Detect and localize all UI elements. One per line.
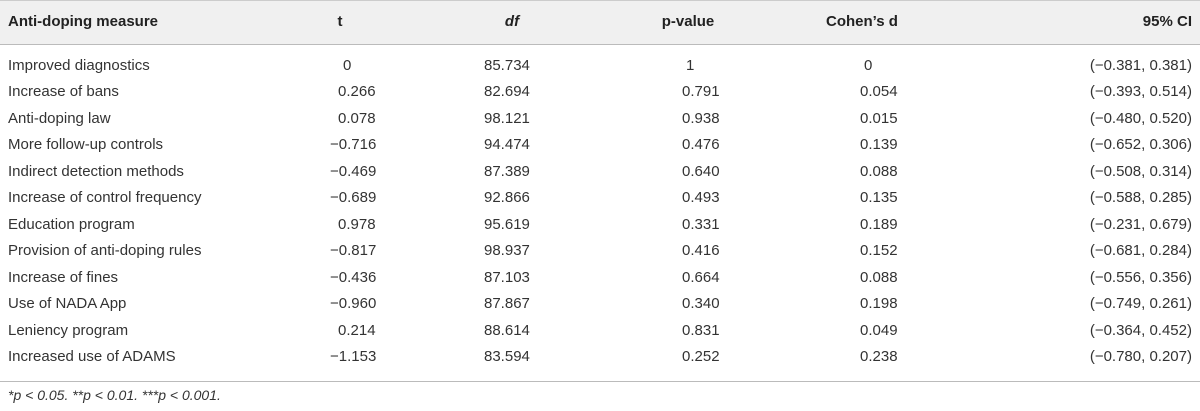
header-background bbox=[0, 0, 1200, 45]
column-header: Cohen’s d bbox=[826, 13, 898, 30]
bottom-rule bbox=[0, 381, 1200, 382]
cell-value: 0.938 bbox=[682, 109, 720, 127]
cell-value: (−0.364, 0.452) bbox=[1089, 321, 1192, 339]
cell-value: 98.937 bbox=[484, 242, 530, 260]
cell-value: (−0.681, 0.284) bbox=[1089, 242, 1192, 260]
cell-value: 1 bbox=[686, 57, 695, 74]
cell-value: 0.015 bbox=[860, 109, 898, 127]
cell-value: (−0.393, 0.514) bbox=[1089, 83, 1192, 101]
cell-value: 87.867 bbox=[484, 295, 530, 313]
cell-value: 0.252 bbox=[682, 347, 720, 365]
cell-value: (−0.652, 0.306) bbox=[1089, 136, 1192, 154]
cell-value: 0.266 bbox=[338, 83, 376, 101]
row-label: Leniency program bbox=[8, 321, 129, 339]
cell-value: 0.476 bbox=[682, 136, 720, 154]
column-header: Anti-doping measure bbox=[8, 13, 159, 30]
cell-value: −0.469 bbox=[330, 162, 377, 180]
cell-value: 88.614 bbox=[484, 321, 530, 339]
cell-value: 0.340 bbox=[682, 295, 720, 313]
cell-value: 92.866 bbox=[484, 189, 530, 207]
cell-value: 0.331 bbox=[682, 215, 720, 233]
cell-value: (−0.749, 0.261) bbox=[1089, 295, 1192, 313]
row-label: Anti-doping law bbox=[8, 109, 111, 127]
cell-value: 0 bbox=[864, 57, 873, 74]
cell-value: −0.960 bbox=[330, 295, 377, 313]
row-label: Use of NADA App bbox=[8, 295, 127, 313]
row-label: Improved diagnostics bbox=[8, 57, 150, 74]
row-label: More follow-up controls bbox=[8, 136, 164, 154]
cell-value: 98.121 bbox=[484, 109, 530, 127]
cell-value: −0.689 bbox=[330, 189, 377, 207]
cell-value: 0.189 bbox=[860, 215, 898, 233]
cell-value: (−0.231, 0.679) bbox=[1089, 215, 1192, 233]
cell-value: 83.594 bbox=[484, 347, 530, 365]
row-label: Increase of control frequency bbox=[8, 189, 202, 207]
cell-value: 0.088 bbox=[860, 162, 898, 180]
cell-value: 94.474 bbox=[484, 136, 530, 154]
cell-value: 0.078 bbox=[338, 109, 376, 127]
cell-value: −1.153 bbox=[330, 347, 377, 365]
column-header: 95% CI bbox=[1142, 13, 1192, 30]
cell-value: (−0.588, 0.285) bbox=[1089, 189, 1192, 207]
cell-value: −0.817 bbox=[330, 242, 377, 260]
cell-value: 0.049 bbox=[860, 321, 898, 339]
cell-value: 0.238 bbox=[860, 347, 898, 365]
column-header: df bbox=[504, 13, 520, 30]
cell-value: 82.694 bbox=[484, 83, 530, 101]
cell-value: 95.619 bbox=[484, 215, 530, 233]
cell-value: 0.978 bbox=[338, 215, 376, 233]
column-header: t bbox=[337, 13, 343, 30]
row-label: Education program bbox=[8, 215, 135, 233]
cell-value: (−0.556, 0.356) bbox=[1089, 268, 1192, 286]
cell-value: 0.214 bbox=[338, 321, 376, 339]
cell-value: 0.152 bbox=[860, 242, 898, 260]
cell-value: 0.493 bbox=[682, 189, 720, 207]
cell-value: 0.135 bbox=[860, 189, 898, 207]
cell-value: 0.198 bbox=[860, 295, 898, 313]
cell-value: (−0.480, 0.520) bbox=[1089, 109, 1192, 127]
cell-value: 87.389 bbox=[484, 162, 530, 180]
cell-value: 0.088 bbox=[860, 268, 898, 286]
row-label: Increase of fines bbox=[8, 268, 119, 286]
column-header: p-value bbox=[661, 13, 715, 30]
cell-value: −0.716 bbox=[330, 136, 377, 154]
cell-value: 0.831 bbox=[682, 321, 720, 339]
cell-value: (−0.508, 0.314) bbox=[1089, 162, 1192, 180]
cell-value: 0.664 bbox=[682, 268, 720, 286]
cell-value: (−0.780, 0.207) bbox=[1089, 347, 1192, 365]
cell-value: 87.103 bbox=[484, 268, 530, 286]
cell-value: 0 bbox=[343, 57, 352, 74]
row-label: Indirect detection methods bbox=[8, 162, 184, 180]
row-label: Increase of bans bbox=[8, 83, 119, 101]
row-label: Provision of anti-doping rules bbox=[8, 242, 202, 260]
cell-value: 0.640 bbox=[682, 162, 720, 180]
footnote: *p < 0.05. **p < 0.01. ***p < 0.001. bbox=[8, 387, 221, 403]
cell-value: 0.054 bbox=[860, 83, 898, 101]
cell-value: 0.416 bbox=[682, 242, 720, 260]
cell-value: −0.436 bbox=[330, 268, 377, 286]
cell-value: (−0.381, 0.381) bbox=[1089, 57, 1192, 74]
cell-value: 85.734 bbox=[484, 57, 530, 74]
row-label: Increased use of ADAMS bbox=[8, 347, 176, 365]
cell-value: 0.139 bbox=[860, 136, 898, 154]
cell-value: 0.791 bbox=[682, 83, 720, 101]
